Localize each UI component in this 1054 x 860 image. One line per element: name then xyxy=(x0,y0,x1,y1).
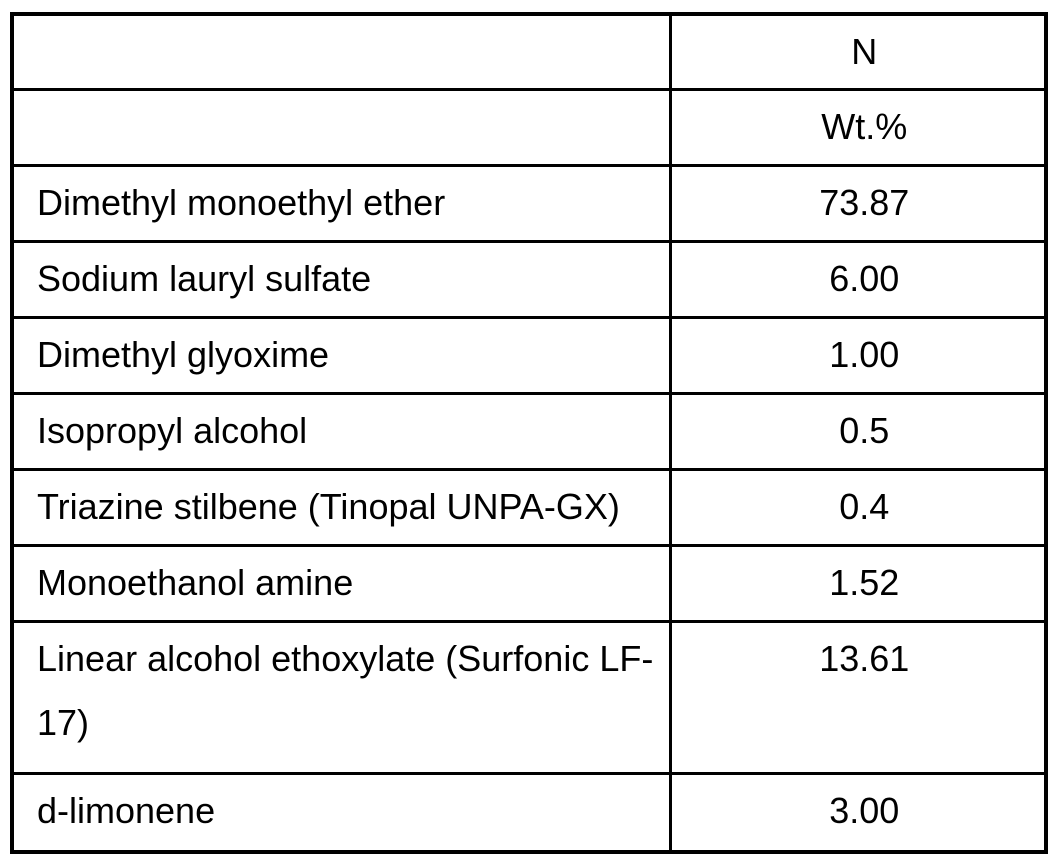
wt-percent-cell: 6.00 xyxy=(668,240,1048,319)
header-blank-cell xyxy=(10,12,672,91)
wt-percent-cell: 73.87 xyxy=(668,164,1048,243)
wt-percent-cell: 0.4 xyxy=(668,468,1048,547)
column-header-wt-percent: Wt.% xyxy=(668,88,1048,167)
header-row-2: Wt.% xyxy=(10,88,1048,167)
header-blank-cell xyxy=(10,88,672,167)
wt-percent-cell: 13.61 xyxy=(668,620,1048,775)
ingredient-name-cell: Dimethyl monoethyl ether xyxy=(10,164,672,243)
table-row: Dimethyl monoethyl ether 73.87 xyxy=(10,164,1048,243)
ingredient-name-cell: Isopropyl alcohol xyxy=(10,392,672,471)
wt-percent-cell: 3.00 xyxy=(668,772,1048,853)
table-row: Sodium lauryl sulfate 6.00 xyxy=(10,240,1048,319)
table-row: Triazine stilbene (Tinopal UNPA-GX) 0.4 xyxy=(10,468,1048,547)
header-row-1: N xyxy=(10,12,1048,91)
ingredient-name-cell: Triazine stilbene (Tinopal UNPA-GX) xyxy=(10,468,672,547)
wt-percent-cell: 1.52 xyxy=(668,544,1048,623)
ingredient-name-cell: Dimethyl glyoxime xyxy=(10,316,672,395)
wt-percent-cell: 0.5 xyxy=(668,392,1048,471)
table-row: d-limonene 3.00 xyxy=(10,772,1048,853)
column-header-n: N xyxy=(668,12,1048,91)
table-row: Isopropyl alcohol 0.5 xyxy=(10,392,1048,471)
ingredient-name-cell: d-limonene xyxy=(10,772,672,853)
table-row: Linear alcohol ethoxylate (Surfonic LF-1… xyxy=(10,620,1048,775)
ingredients-table: N Wt.% Dimethyl monoethyl ether 73.87 So… xyxy=(10,12,1048,854)
table-row: Monoethanol amine 1.52 xyxy=(10,544,1048,623)
table-row: Dimethyl glyoxime 1.00 xyxy=(10,316,1048,395)
wt-percent-cell: 1.00 xyxy=(668,316,1048,395)
ingredient-name-cell: Sodium lauryl sulfate xyxy=(10,240,672,319)
ingredient-name-cell: Monoethanol amine xyxy=(10,544,672,623)
ingredient-name-cell: Linear alcohol ethoxylate (Surfonic LF-1… xyxy=(10,620,672,775)
